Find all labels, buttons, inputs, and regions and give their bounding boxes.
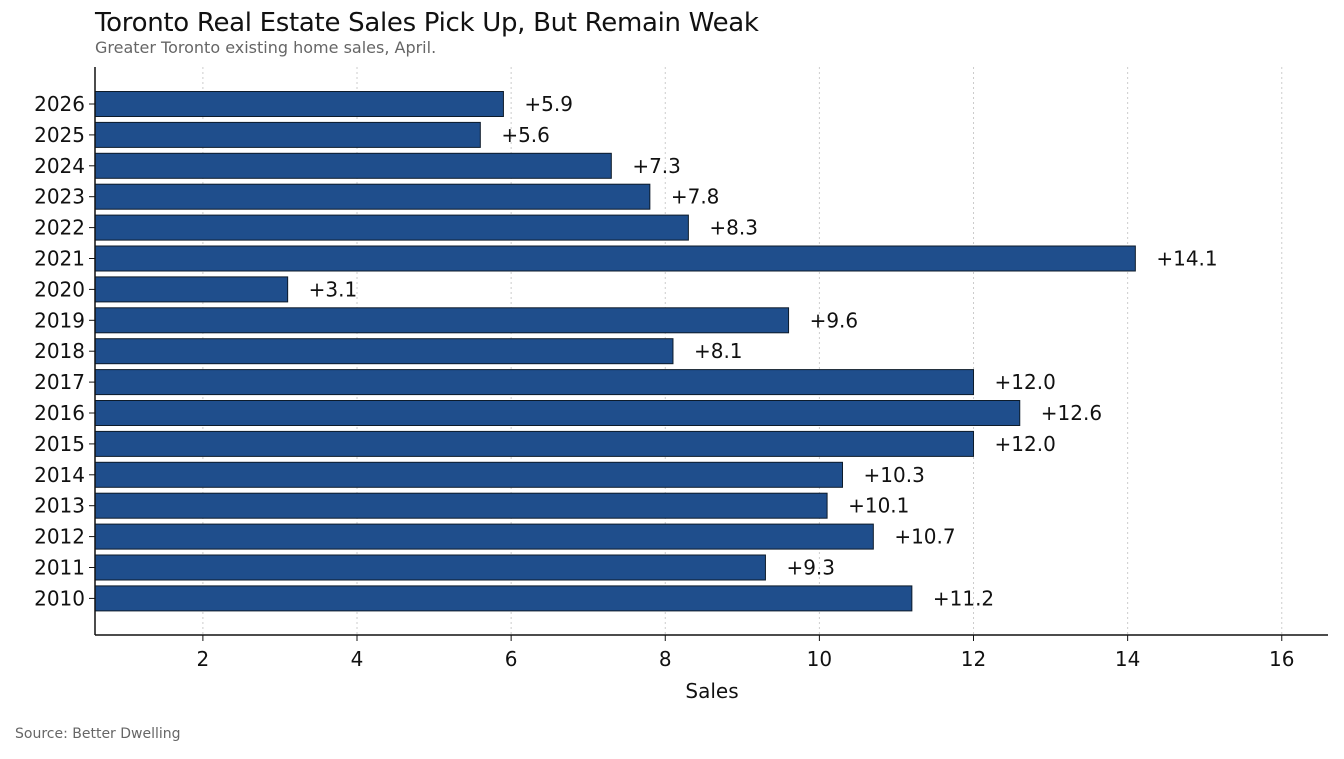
data-label-2023: +7.8 [671, 185, 720, 209]
x-tick-label-6: 6 [505, 647, 518, 671]
bar-2017 [94, 369, 975, 396]
bar-2020 [94, 276, 289, 303]
x-tick-label-8: 8 [659, 647, 672, 671]
data-label-2026: +5.9 [524, 92, 573, 116]
x-tick-label-4: 4 [351, 647, 364, 671]
data-label-2013: +10.1 [848, 494, 909, 518]
bar-2026 [94, 91, 504, 117]
data-label-2020: +3.1 [309, 277, 358, 301]
data-label-2015: +12.0 [995, 432, 1056, 456]
y-tick-label-2023: 2023 [34, 185, 85, 209]
bar-2013 [94, 492, 828, 519]
bar-2015 [94, 430, 975, 457]
data-labels: +5.9 +5.6 +7.3 +7.8 +8.3 +14.1 +3.1 +9.6 +8.1 +12… [309, 92, 1218, 610]
chart-subtitle: Greater Toronto existing home sales, Apr… [95, 38, 437, 57]
chart-title: Toronto Real Estate Sales Pick Up, But R… [95, 8, 759, 38]
data-label-2016: +12.6 [1041, 401, 1102, 425]
y-tick-label-2015: 2015 [34, 432, 85, 456]
y-tick-label-2020: 2020 [34, 277, 85, 301]
bar-2022 [94, 214, 689, 241]
data-label-2022: +8.3 [709, 216, 758, 240]
bar-2016 [94, 400, 1021, 426]
x-tick-label-14: 14 [1115, 647, 1140, 671]
bar-2018 [94, 338, 674, 365]
bar-2024 [94, 152, 612, 179]
bar-2023 [94, 183, 651, 210]
bar-2011 [94, 554, 766, 581]
data-label-2012: +10.7 [894, 525, 955, 549]
y-tick-label-2018: 2018 [34, 339, 85, 363]
data-label-2024: +7.3 [632, 154, 681, 178]
bar-2025 [94, 121, 481, 148]
x-tick-label-2: 2 [197, 647, 210, 671]
y-tick-label-2014: 2014 [34, 463, 85, 487]
y-tick-label-2022: 2022 [34, 216, 85, 240]
bar-2010 [94, 585, 913, 612]
x-tick-label-12: 12 [961, 647, 986, 671]
bar-2021 [94, 245, 1136, 272]
data-label-2025: +5.6 [501, 123, 550, 147]
y-tick-label-2013: 2013 [34, 494, 85, 518]
x-axis-label: Sales [685, 679, 738, 703]
data-label-2010: +11.2 [933, 586, 994, 610]
bars [94, 91, 1136, 612]
y-tick-label-2010: 2010 [34, 586, 85, 610]
data-label-2021: +14.1 [1156, 247, 1217, 271]
bar-2012 [94, 523, 874, 550]
axes: 2026 2025 2024 2023 2022 2021 2020 2019 2018 2017… [34, 67, 1328, 671]
data-label-2014: +10.3 [864, 463, 925, 487]
y-tick-label-2025: 2025 [34, 123, 85, 147]
source-note: Source: Better Dwelling [15, 726, 181, 742]
y-tick-label-2016: 2016 [34, 401, 85, 425]
y-tick-label-2012: 2012 [34, 525, 85, 549]
y-tick-label-2011: 2011 [34, 556, 85, 580]
y-tick-label-2017: 2017 [34, 370, 85, 394]
data-label-2018: +8.1 [694, 339, 743, 363]
x-tick-label-16: 16 [1269, 647, 1294, 671]
x-tick-label-10: 10 [807, 647, 832, 671]
y-tick-label-2026: 2026 [34, 92, 85, 116]
y-tick-label-2021: 2021 [34, 247, 85, 271]
data-label-2019: +9.6 [810, 308, 859, 332]
bar-2019 [94, 307, 790, 334]
data-label-2017: +12.0 [995, 370, 1056, 394]
bar-2014 [94, 461, 844, 488]
y-tick-label-2019: 2019 [34, 308, 85, 332]
y-tick-label-2024: 2024 [34, 154, 85, 178]
data-label-2011: +9.3 [786, 556, 835, 580]
